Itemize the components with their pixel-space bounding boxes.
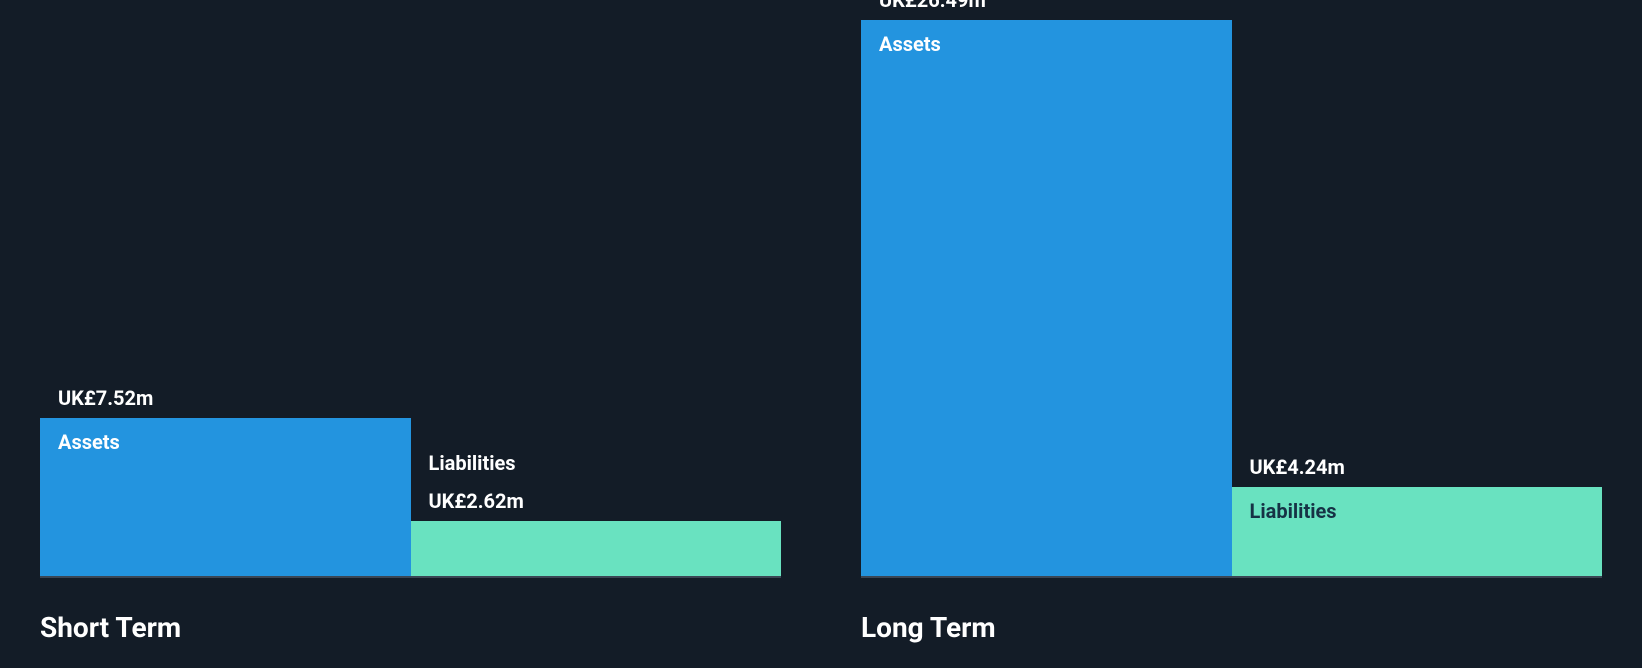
baseline bbox=[40, 576, 781, 578]
bar-short-term-assets: Assets bbox=[40, 418, 411, 576]
group-title-short-term: Short Term bbox=[40, 611, 181, 644]
bar-value-long-term-assets: UK£26.49m bbox=[879, 0, 986, 12]
bar-long-term-liabilities: Liabilities bbox=[1232, 487, 1603, 576]
bar-label-assets: Assets bbox=[58, 430, 120, 454]
bar-value-long-term-liabilities: UK£4.24m bbox=[1250, 455, 1345, 479]
bar-short-term-liabilities: Liabilities bbox=[411, 521, 782, 576]
panel-long-term: Assets UK£26.49m Liabilities UK£4.24m Lo… bbox=[821, 0, 1642, 668]
bar-long-term-assets: Assets bbox=[861, 20, 1232, 576]
bar-label-liabilities: Liabilities bbox=[1250, 499, 1337, 523]
baseline bbox=[861, 576, 1602, 578]
bar-value-short-term-assets: UK£7.52m bbox=[58, 386, 153, 410]
bar-value-short-term-liabilities: UK£2.62m bbox=[429, 489, 524, 513]
bar-label-assets: Assets bbox=[879, 32, 941, 56]
bar-label-liabilities: Liabilities bbox=[429, 451, 516, 475]
chart-region-long-term: Assets UK£26.49m Liabilities UK£4.24m bbox=[861, 20, 1602, 578]
chart-region-short-term: Assets UK£7.52m Liabilities UK£2.62m bbox=[40, 20, 781, 578]
panel-short-term: Assets UK£7.52m Liabilities UK£2.62m Sho… bbox=[0, 0, 821, 668]
chart-container: Assets UK£7.52m Liabilities UK£2.62m Sho… bbox=[0, 0, 1642, 668]
group-title-long-term: Long Term bbox=[861, 611, 996, 644]
